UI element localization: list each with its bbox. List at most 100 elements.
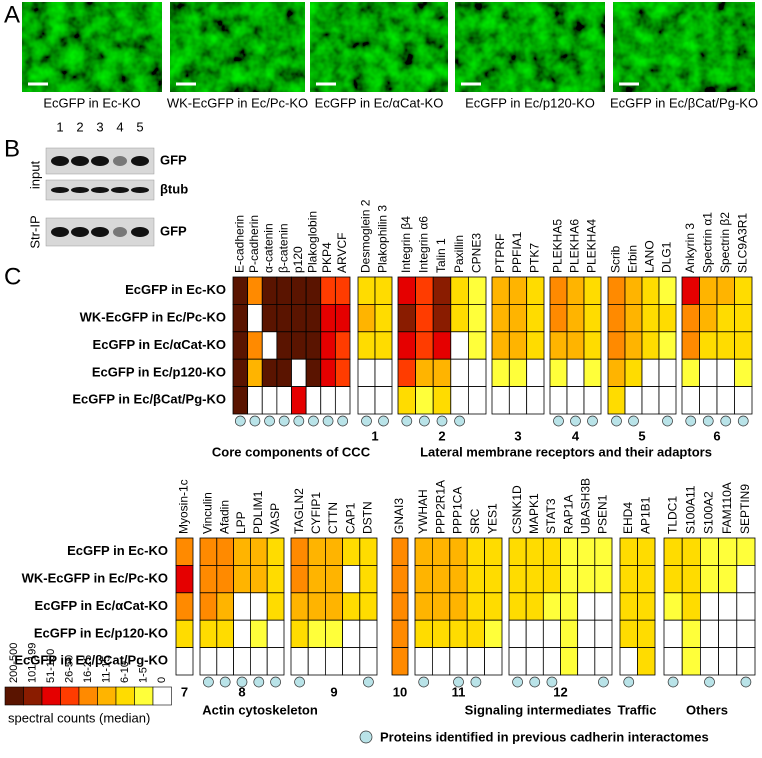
heatmap-cell <box>216 565 235 594</box>
image-caption: EcGFP in Ec/p120-KO <box>465 95 595 110</box>
heatmap-cell <box>658 386 677 415</box>
column-header: Myosin-1c <box>177 479 191 534</box>
heatmap-cell <box>607 303 626 333</box>
interactome-marker <box>401 415 413 427</box>
interactome-marker <box>553 415 564 427</box>
column-header: CAP1 <box>343 502 357 534</box>
heatmap-cell <box>276 276 292 305</box>
heatmap-cell <box>432 303 452 333</box>
heatmap-cell <box>560 647 579 676</box>
interactome-marker <box>337 415 349 427</box>
blot-band <box>131 156 149 166</box>
column-header: LPP <box>234 511 248 534</box>
heatmap-cell <box>216 647 235 676</box>
legend-label: 16-25 <box>82 655 94 683</box>
heatmap-cell <box>320 386 336 415</box>
heatmap-cell <box>232 386 249 415</box>
heatmap-cell <box>359 537 378 566</box>
blot-band <box>113 156 127 166</box>
heatmap-cell <box>290 647 309 676</box>
column-header: EHD4 <box>621 502 635 534</box>
legend-swatch <box>41 686 61 706</box>
heatmap-cell <box>641 358 660 388</box>
blot-band <box>113 227 127 237</box>
column-header: Integrin α6 <box>417 216 431 273</box>
heatmap-cell <box>619 537 638 566</box>
column-header: Ankyrin 3 <box>683 223 697 273</box>
heatmap-cell <box>359 647 378 676</box>
heatmap-cell <box>699 386 718 415</box>
heatmap-cell <box>431 565 451 594</box>
heatmap-cell <box>663 565 683 594</box>
heatmap-cell <box>736 619 756 649</box>
panel-label: B <box>4 135 20 162</box>
heatmap-cell <box>432 358 452 388</box>
heatmap-cell <box>466 565 486 594</box>
heatmap-cell <box>397 276 417 305</box>
band-label: GFP <box>160 152 187 167</box>
image-caption: EcGFP in Ec/βCat/Pg-KO <box>610 95 758 110</box>
heatmap-cell <box>619 565 638 594</box>
heatmap-cell <box>718 619 738 649</box>
heatmap-cell <box>324 619 343 649</box>
interactome-marker <box>611 415 622 427</box>
heatmap-cell <box>658 276 677 305</box>
heatmap-cell <box>175 592 194 621</box>
heatmap-cell <box>175 647 194 676</box>
row-label: EcGFP in Ec-KO <box>67 543 168 558</box>
heatmap-cell <box>637 619 656 649</box>
group-number: 5 <box>638 428 645 443</box>
heatmap-cell <box>526 358 545 388</box>
heatmap-cell <box>663 592 683 621</box>
heatmap-cell <box>305 358 322 388</box>
column-header: SEPTIN9 <box>738 484 752 534</box>
legend-swatch <box>4 686 24 706</box>
heatmap-cell <box>526 276 545 305</box>
interactome-marker <box>737 415 749 427</box>
heatmap-cell <box>342 537 361 566</box>
interactome-marker <box>264 415 275 427</box>
legend-label: 101-199 <box>27 643 39 683</box>
heatmap-cell <box>736 647 756 676</box>
micrograph-texture <box>455 2 605 92</box>
heatmap-cell <box>718 592 738 621</box>
heatmap-cell <box>637 647 656 676</box>
column-header: Afadin <box>217 500 231 534</box>
heatmap-cell <box>290 592 309 621</box>
heatmap-cell <box>199 619 218 649</box>
heatmap-cell <box>449 565 468 594</box>
blot-band <box>51 187 69 193</box>
heatmap-cell <box>334 358 351 388</box>
heatmap-cell <box>526 303 545 333</box>
column-header: Vinculin <box>201 492 215 534</box>
heatmap-cell <box>699 331 718 360</box>
heatmap-cell <box>508 565 527 594</box>
heatmap-cell <box>542 619 561 649</box>
heatmap-cell <box>491 303 510 333</box>
group-caption: Traffic <box>617 702 656 717</box>
column-header: Erbin <box>626 245 640 273</box>
heatmap-cell <box>681 619 701 649</box>
heatmap-cell <box>357 358 376 388</box>
heatmap-cell <box>508 276 528 305</box>
heatmap-cell <box>658 331 677 360</box>
row-label: EcGFP in Ec-KO <box>125 282 226 297</box>
heatmap-cell <box>247 386 263 415</box>
column-header: PPP2R1A <box>433 480 447 534</box>
heatmap-cell <box>624 331 643 360</box>
heatmap-cell <box>431 592 451 621</box>
image-caption: EcGFP in Ec/αCat-KO <box>315 95 444 110</box>
heatmap-cell <box>542 537 561 566</box>
heatmap-cell <box>560 619 579 649</box>
heatmap-cell <box>734 276 753 305</box>
column-header: β-catenin <box>276 223 290 273</box>
interactome-marker <box>598 676 609 688</box>
heatmap-cell <box>484 647 503 676</box>
heatmap-cell <box>450 386 469 415</box>
interactome-marker <box>704 676 715 688</box>
heatmap-cell <box>307 619 326 649</box>
row-label: EcGFP in Ec/p120-KO <box>34 625 168 640</box>
row-label: EcGFP in Ec/αCat-KO <box>93 337 226 352</box>
heatmap-cell <box>734 358 753 388</box>
heatmap-cell <box>577 537 596 566</box>
